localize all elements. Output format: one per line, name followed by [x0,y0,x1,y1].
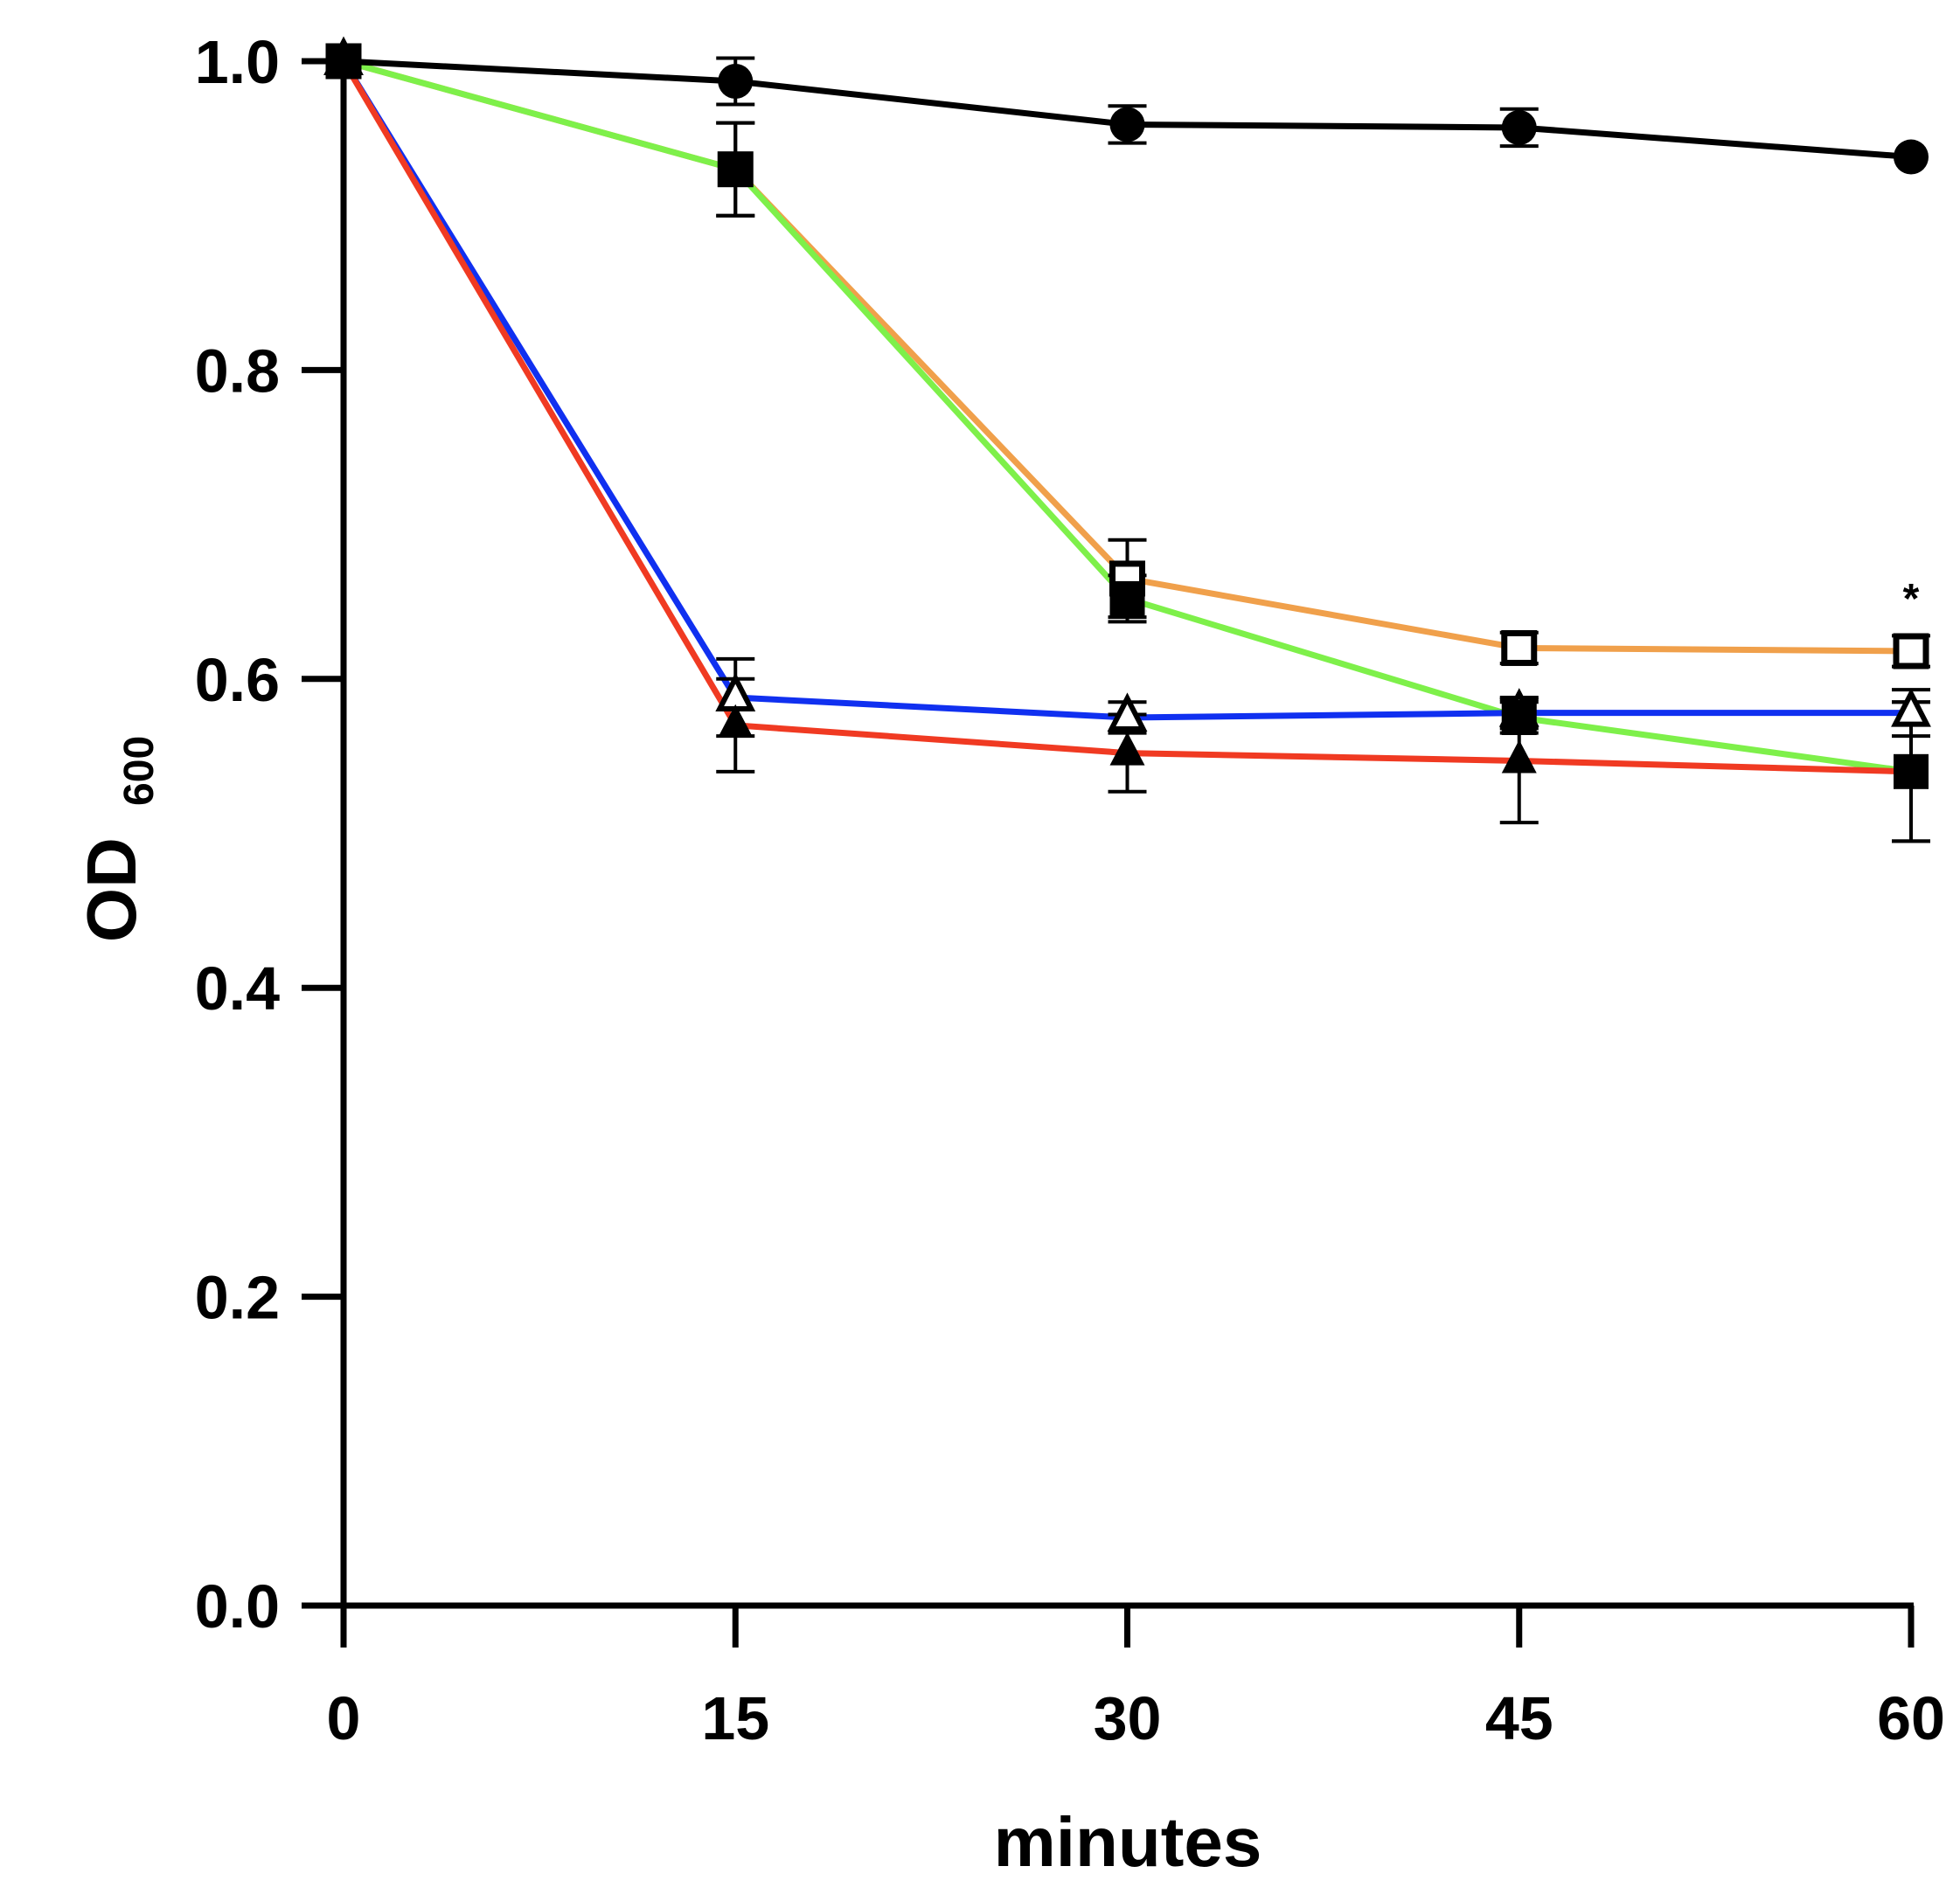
y-axis-title: OD [73,837,150,942]
marker-green [718,151,754,187]
marker-red [718,704,754,738]
marker-orange [1893,633,1929,669]
markers [323,36,1931,789]
x-tick-label: 45 [1485,1684,1553,1752]
y-tick-label: 1.0 [195,28,280,96]
annotations: * [1903,576,1920,622]
marker-control [1109,107,1145,142]
marker-red [1501,739,1537,774]
error-bars [716,56,1930,843]
marker-blue [1891,688,1931,727]
marker-blue [1107,692,1148,732]
x-tick-label: 60 [1877,1684,1945,1752]
series-lines [340,58,1915,775]
marker-control [1501,109,1537,145]
marker-orange [1501,629,1538,666]
x-tick-label: 0 [327,1684,361,1752]
marker-control [718,63,754,99]
marker-green [1109,580,1145,616]
y-tick-label: 0.2 [195,1264,280,1332]
y-tick-label: 0.8 [195,336,280,405]
x-tick-label: 30 [1094,1684,1162,1752]
significance-asterisk: * [1903,576,1920,622]
axes [340,59,1914,1609]
y-tick-label: 0.0 [195,1572,280,1641]
ticks: 0 15 30 45 60 0.0 0.2 0.4 0.6 0.8 1.0 [195,28,1945,1752]
marker-control [1894,139,1929,175]
y-axis-title-subscript: 600 [116,736,163,806]
y-tick-label: 0.4 [195,954,280,1023]
marker-red [1109,732,1145,766]
series-line-green [340,58,1915,775]
marker-green [1894,753,1929,789]
svg-text:OD 600: OD 600 [73,736,163,942]
labels: minutes OD 600 [73,736,1261,1881]
x-tick-label: 15 [701,1684,769,1752]
marker-control [326,44,361,79]
marker-green [1501,699,1537,735]
series-line-red [340,58,1915,775]
x-axis-title: minutes [994,1803,1262,1881]
y-tick-label: 0.6 [195,646,280,714]
